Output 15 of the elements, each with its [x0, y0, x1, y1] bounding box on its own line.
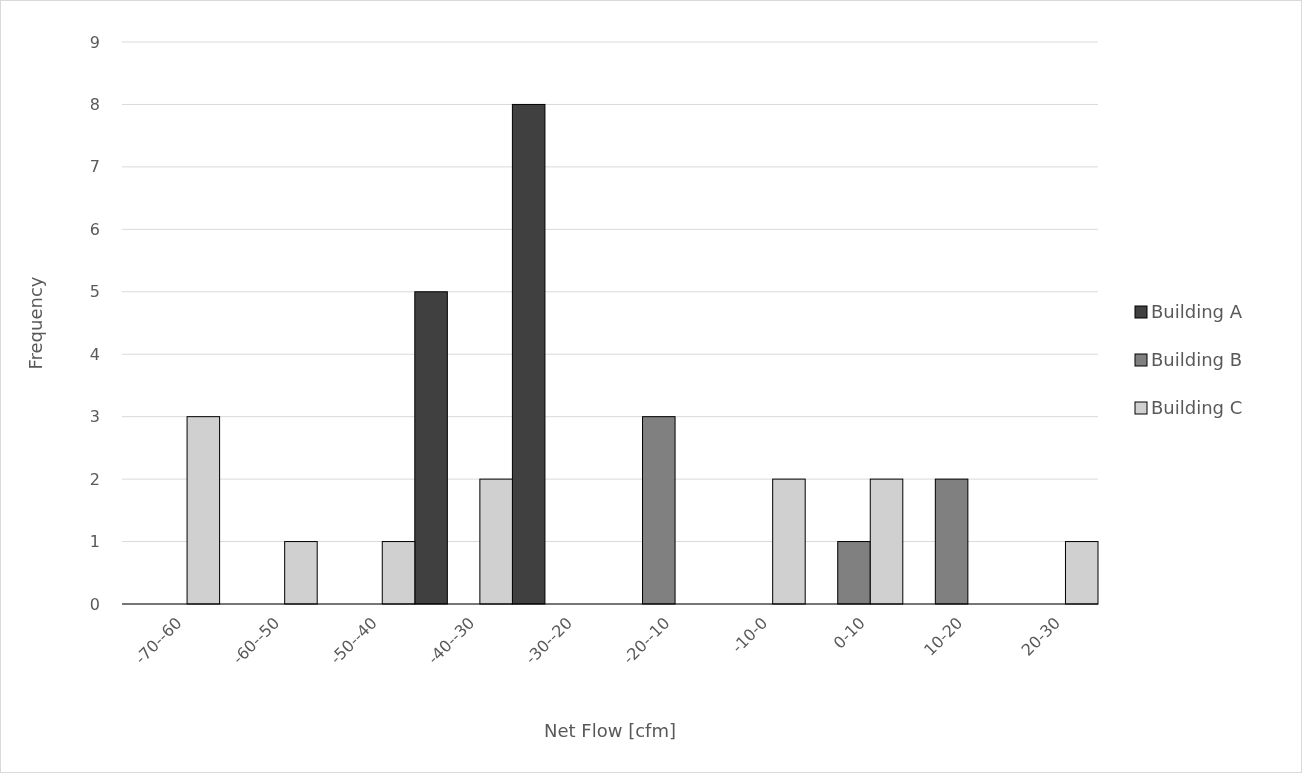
- legend-label: Building A: [1151, 301, 1243, 323]
- y-tick-label: 2: [89, 469, 100, 489]
- y-tick-label: 9: [89, 32, 100, 52]
- y-tick-label: 1: [89, 532, 100, 552]
- legend-label: Building B: [1151, 349, 1243, 371]
- y-tick-label: 0: [89, 594, 100, 614]
- legend-label: Building C: [1151, 397, 1243, 419]
- x-axis-title: Net Flow [cfm]: [544, 720, 676, 741]
- y-tick-label: 8: [89, 95, 100, 115]
- y-tick-label: 5: [89, 282, 100, 302]
- y-tick-label: 6: [89, 219, 100, 239]
- y-tick-label: 7: [89, 157, 100, 177]
- y-tick-label: 4: [89, 344, 100, 364]
- y-axis-title: Frequency: [25, 276, 46, 370]
- y-tick-label: 3: [89, 407, 100, 427]
